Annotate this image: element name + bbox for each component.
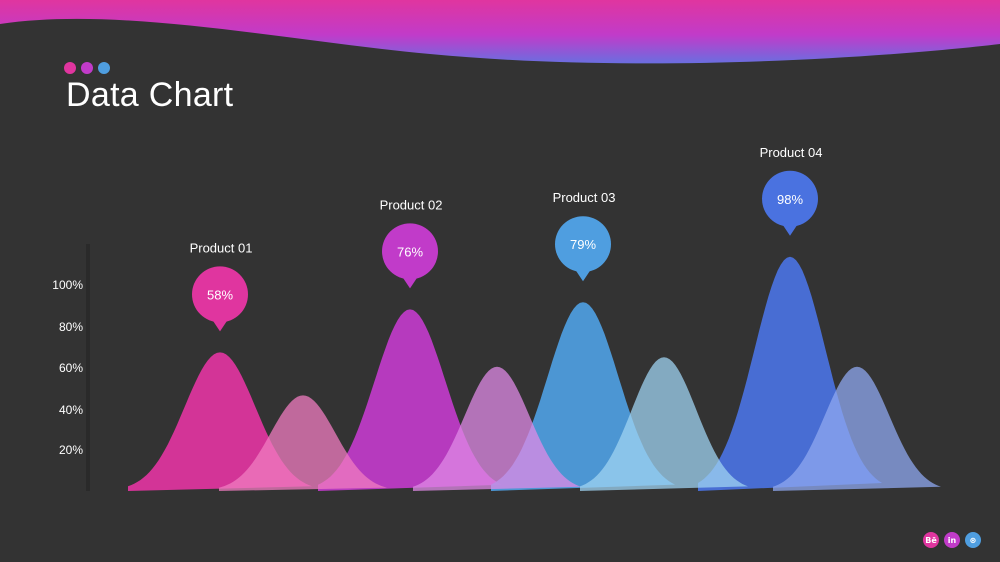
title-dot [98, 62, 110, 74]
y-tick-label: 20% [59, 443, 83, 457]
value-pin [762, 170, 818, 227]
value-pin [382, 223, 438, 280]
title-dot [81, 62, 93, 74]
category-label: Product 02 [380, 197, 443, 212]
y-tick-label: 60% [59, 361, 83, 375]
value-pin [192, 266, 248, 323]
area-peak-secondary [413, 366, 581, 491]
category-label: Product 04 [760, 145, 823, 160]
social-links: Bē in ⊛ [923, 532, 981, 548]
linkedin-icon[interactable]: in [944, 532, 960, 548]
behance-icon[interactable]: Bē [923, 532, 939, 548]
y-tick-label: 100% [52, 278, 83, 292]
category-label: Product 03 [553, 190, 616, 205]
value-label: 76% [397, 244, 423, 259]
y-tick-label: 80% [59, 320, 83, 334]
title-dots [64, 62, 110, 74]
area-peak-secondary [219, 395, 387, 491]
title-dot [64, 62, 76, 74]
y-tick-label: 40% [59, 403, 83, 417]
value-pin [555, 216, 611, 273]
page-title: Data Chart [66, 76, 234, 114]
value-label: 79% [570, 237, 596, 252]
category-label: Product 01 [190, 240, 253, 255]
area-peak-secondary [773, 366, 941, 491]
value-label: 98% [777, 192, 803, 207]
header-wave [0, 0, 1000, 64]
area-peak-secondary [580, 357, 748, 491]
value-label: 58% [207, 287, 233, 302]
dribbble-icon[interactable]: ⊛ [965, 532, 981, 548]
